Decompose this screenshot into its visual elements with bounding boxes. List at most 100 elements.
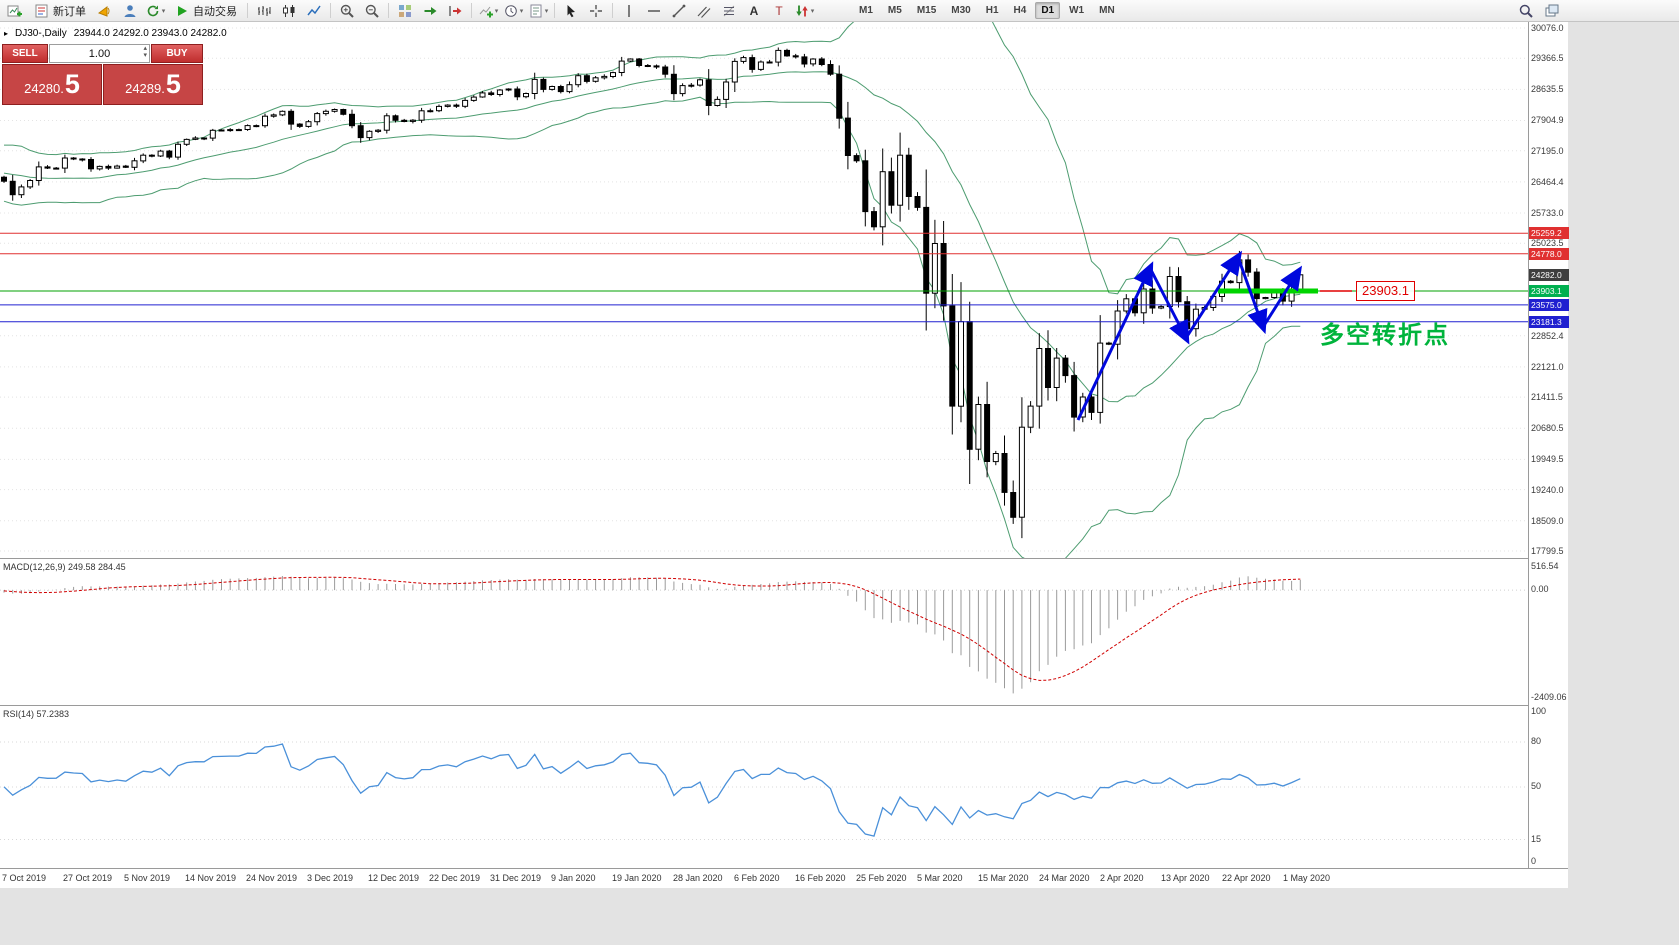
price-axis-label: 17799.5 xyxy=(1531,546,1564,556)
templates-button[interactable]: ▾ xyxy=(526,0,550,22)
arrows-tool-button[interactable]: ▾ xyxy=(792,0,816,22)
timeframe-mn-button[interactable]: MN xyxy=(1099,5,1115,16)
buy-button[interactable]: BUY xyxy=(151,44,203,63)
search-button[interactable] xyxy=(1514,0,1538,22)
timeframe-m1-button[interactable]: M1 xyxy=(859,5,873,16)
volume-value: 1.00 xyxy=(88,47,111,60)
dropdown-caret-icon: ▾ xyxy=(494,7,499,15)
tile-windows-button[interactable] xyxy=(393,0,417,22)
timeframe-h1-button[interactable]: H1 xyxy=(985,5,999,16)
price-chart-panel[interactable]: ▸ DJ30-,Daily 23944.0 24292.0 23943.0 24… xyxy=(0,22,1528,558)
time-axis[interactable]: 7 Oct 2019 27 Oct 2019 5 Nov 2019 14 Nov 20… xyxy=(0,868,1568,888)
timeframe-h4-button[interactable]: H4 xyxy=(1013,5,1027,16)
timeframe-m15-button[interactable]: M15 xyxy=(916,5,937,16)
clock-icon xyxy=(504,4,517,17)
candles-icon xyxy=(283,4,295,17)
periods-button[interactable]: ▾ xyxy=(501,0,525,22)
date-axis-label: 27 Oct 2019 xyxy=(63,873,113,883)
volume-input[interactable]: 1.00 ▴ ▾ xyxy=(49,44,150,63)
price-tag: 24282.0 xyxy=(1529,269,1569,281)
date-axis-label: 5 Nov 2019 xyxy=(124,873,171,883)
date-axis-label: 9 Jan 2020 xyxy=(551,873,596,883)
collapse-triangle-icon[interactable]: ▸ xyxy=(4,29,9,38)
auto-trading-label: 自动交易 xyxy=(193,5,237,18)
template-icon xyxy=(530,4,542,17)
price-axis-label: 21411.5 xyxy=(1531,392,1563,402)
auto-scroll-button[interactable] xyxy=(418,0,442,22)
timeframe-w1-button[interactable]: W1 xyxy=(1069,5,1085,16)
new-order-button[interactable]: 新订单 xyxy=(28,0,92,22)
toolbar-separator xyxy=(388,3,389,18)
shift-right-icon xyxy=(449,5,462,16)
new-chart-button[interactable] xyxy=(3,0,27,22)
zoom-out-icon xyxy=(365,4,379,18)
indicators-button[interactable]: ▾ xyxy=(476,0,500,22)
candle-chart-mode-button[interactable] xyxy=(277,0,301,22)
line-chart-mode-button[interactable] xyxy=(302,0,326,22)
price-axis-label: 22121.0 xyxy=(1531,362,1564,372)
svg-text:T: T xyxy=(775,4,783,18)
crosshair-button[interactable] xyxy=(584,0,608,22)
spinner-up-icon[interactable]: ▴ xyxy=(143,45,147,52)
horizontal-line-tool-button[interactable] xyxy=(642,0,666,22)
rsi-indicator-panel[interactable]: RSI(14) 57.2383 xyxy=(0,705,1528,868)
date-axis-label: 3 Dec 2019 xyxy=(307,873,354,883)
refresh-button[interactable]: ▾ xyxy=(143,0,167,22)
text-tool-button[interactable]: A xyxy=(742,0,766,22)
price-axis[interactable]: 30076.0 29366.5 28635.5 27904.9 27195.0 26464… xyxy=(1528,22,1569,868)
dropdown-caret-icon: ▾ xyxy=(544,7,549,15)
macd-label: MACD(12,26,9) 249.58 284.45 xyxy=(3,562,126,572)
timeframe-m30-button[interactable]: M30 xyxy=(951,5,971,16)
toolbar-right-group xyxy=(1514,0,1564,22)
annotation-text[interactable]: 多空转折点 xyxy=(1320,322,1450,349)
chart-title: ▸ DJ30-,Daily 23944.0 24292.0 23943.0 24… xyxy=(4,28,227,39)
macd-canvas[interactable] xyxy=(0,559,1528,705)
dropdown-caret-icon: ▾ xyxy=(519,7,524,15)
price-chart-canvas[interactable] xyxy=(0,22,1528,558)
channel-tool-button[interactable] xyxy=(692,0,716,22)
chart-shift-button[interactable] xyxy=(443,0,467,22)
zoom-in-button[interactable] xyxy=(335,0,359,22)
megaphone-icon xyxy=(97,5,110,17)
rsi-axis-label: 80 xyxy=(1531,736,1542,746)
vertical-line-tool-button[interactable] xyxy=(617,0,641,22)
volume-spinner[interactable]: ▴ ▾ xyxy=(143,45,147,59)
price-callout-label[interactable]: 23903.1 xyxy=(1356,281,1415,301)
rsi-axis-label: 0 xyxy=(1531,856,1537,866)
rsi-axis-label: 50 xyxy=(1531,781,1542,791)
rsi-label: RSI(14) 57.2383 xyxy=(3,709,70,719)
sell-button[interactable]: SELL xyxy=(2,44,48,63)
zoom-in-icon xyxy=(340,4,354,18)
rsi-canvas[interactable] xyxy=(0,706,1528,868)
toolbar-separator xyxy=(247,3,248,18)
timeframe-m5-button[interactable]: M5 xyxy=(887,5,902,16)
spinner-down-icon[interactable]: ▾ xyxy=(143,52,147,59)
indicator-plus-icon xyxy=(479,6,493,17)
date-axis-label: 7 Oct 2019 xyxy=(2,873,47,883)
buy-price-display[interactable]: 24289. 5 xyxy=(103,64,203,105)
price-axis-label: 18509.0 xyxy=(1531,516,1564,526)
macd-axis-label: 516.54 xyxy=(1531,561,1559,571)
layers-icon xyxy=(1545,4,1559,16)
magnifier-icon xyxy=(1519,4,1533,18)
fibo-icon xyxy=(723,5,735,16)
objects-list-button[interactable] xyxy=(1540,0,1564,22)
dropdown-caret-icon: ▾ xyxy=(161,7,166,15)
zoom-out-button[interactable] xyxy=(360,0,384,22)
auto-trading-button[interactable]: 自动交易 xyxy=(168,0,243,22)
dropdown-caret-icon: ▾ xyxy=(810,7,815,15)
main-toolbar: 新订单 ▾ 自动交易 ▾ ▾ ▾ A T ▾ M1 M5 M15 M30 H1 H4 D1 W1 MN xyxy=(0,0,1679,22)
rsi-axis-label: 100 xyxy=(1531,706,1547,716)
market-watch-button[interactable] xyxy=(118,0,142,22)
toolbar-separator xyxy=(471,3,472,18)
macd-indicator-panel[interactable]: MACD(12,26,9) 249.58 284.45 xyxy=(0,558,1528,705)
sell-price-display[interactable]: 24280. 5 xyxy=(2,64,102,105)
trendline-tool-button[interactable] xyxy=(667,0,691,22)
timeframe-d1-button[interactable]: D1 xyxy=(1035,2,1061,19)
fibonacci-tool-button[interactable] xyxy=(717,0,741,22)
alerts-button[interactable] xyxy=(93,0,117,22)
label-tool-button[interactable]: T xyxy=(767,0,791,22)
toolbar-separator xyxy=(554,3,555,18)
cursor-button[interactable] xyxy=(559,0,583,22)
bar-chart-mode-button[interactable] xyxy=(252,0,276,22)
